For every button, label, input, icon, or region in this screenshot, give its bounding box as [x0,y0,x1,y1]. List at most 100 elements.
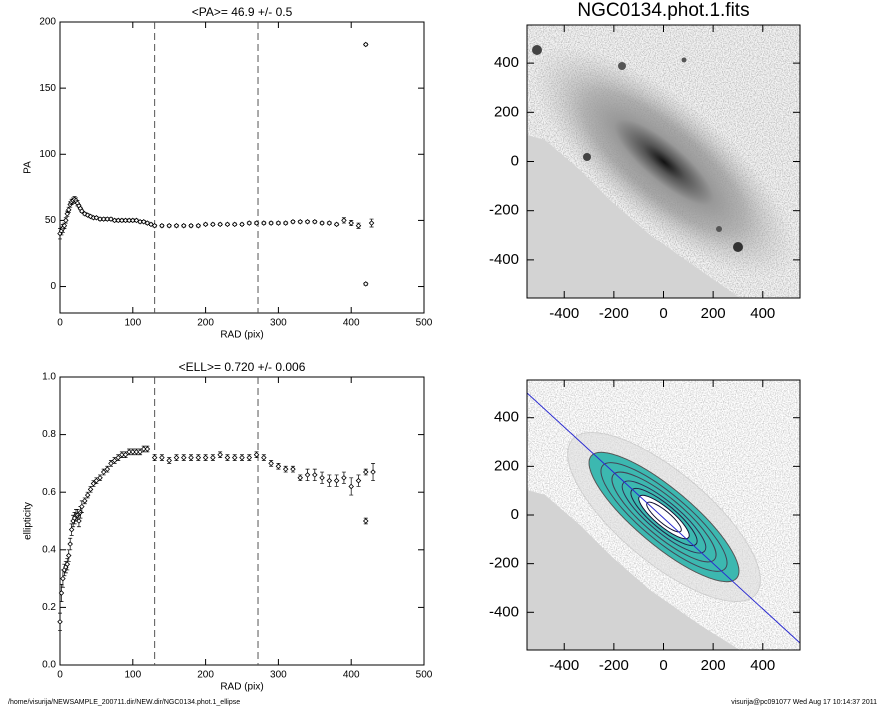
y-tick-label: 200 [494,457,519,474]
y-tick-label: 150 [39,83,56,94]
x-tick-label: -400 [549,305,579,322]
data-point [93,477,100,484]
x-tick-label: -400 [549,657,579,674]
x-tick-label: 400 [750,305,775,322]
contour-image [527,380,800,650]
y-tick-label: -200 [489,202,519,219]
data-point [312,218,318,225]
data-point [275,220,282,226]
data-point [173,454,180,461]
data-point [319,220,325,226]
data-point [81,498,88,504]
data-point [137,218,143,225]
data-point [79,503,85,510]
data-point [87,486,94,493]
x-tick-label: 0 [659,657,667,674]
data-point [126,449,132,455]
x-tick-label: -200 [599,305,629,322]
data-point [115,217,122,224]
x-axis-label: RAD (pix) [220,682,263,693]
y-tick-label: 200 [39,17,56,28]
data-point [108,460,114,467]
y-tick-label: 0 [50,281,56,292]
data-point [355,222,362,229]
chart-title: NGC0134.phot.1.fits [577,0,749,21]
data-point [100,216,107,222]
data-point [348,220,354,226]
y-tick-label: 1.0 [42,372,56,383]
data-point [297,218,304,225]
data-point [188,222,194,229]
data-point [140,446,147,452]
data-point [210,221,216,228]
data-point [319,475,325,481]
chart-title: <PA>= 46.9 +/- 0.5 [192,5,293,19]
data-point [67,541,73,547]
data-point [282,220,289,226]
data-point [126,217,132,224]
data-point [68,526,75,533]
data-point [290,218,296,225]
data-point [60,575,66,582]
x-tick-label: 400 [343,670,360,681]
y-tick-label: -400 [489,251,519,268]
x-tick-label: 200 [701,657,726,674]
data-point [312,472,318,478]
data-point [130,449,136,455]
data-point [122,217,129,224]
data-point [195,222,202,229]
data-point [202,221,209,228]
x-tick-label: 0 [57,318,63,329]
data-point [362,518,369,524]
data-point [65,552,72,559]
data-point [140,218,147,225]
data-point [93,214,100,221]
data-point [97,475,103,481]
data-point [119,451,125,458]
y-tick-label: 0.2 [42,602,56,613]
footer-path: /home/visurija/NEWSAMPLE_200711.dir/NEW.… [8,699,240,706]
data-point [253,451,260,458]
data-point [144,220,151,226]
data-point [115,454,122,461]
x-tick-label: 300 [270,318,287,329]
x-tick-label: 100 [124,318,141,329]
y-tick-label: 400 [494,54,519,71]
data-point [261,454,267,461]
data-point [224,221,231,228]
x-tick-label: 500 [416,318,433,329]
y-tick-label: 0.4 [42,544,56,555]
data-point [65,207,72,213]
data-point [304,472,311,478]
data-point [341,217,347,224]
y-tick-label: 0 [511,152,519,169]
data-point [111,457,118,464]
y-tick-label: 0.0 [42,660,56,671]
data-point [355,477,362,484]
x-tick-label: 200 [701,305,726,322]
x-tick-label: 300 [270,670,287,681]
data-point [239,221,245,228]
data-point [90,480,97,487]
data-point [268,220,274,226]
x-tick-label: 400 [750,657,775,674]
chart-title: <ELL>= 0.720 +/- 0.006 [179,360,306,374]
data-point [231,454,238,461]
data-point [100,469,107,475]
x-tick-label: 200 [197,318,214,329]
data-point [104,466,111,472]
data-point [159,222,165,229]
data-point [217,451,223,458]
data-point [97,216,103,222]
y-tick-label: 0 [511,506,519,523]
y-axis-label: PA [23,161,34,174]
x-axis-label: RAD (pix) [220,330,263,341]
data-point [76,518,82,524]
data-point [370,469,376,475]
y-tick-label: 0.8 [42,429,56,440]
data-point [104,216,111,222]
data-point [144,446,151,452]
data-point [253,220,260,226]
data-point [246,220,253,226]
data-point [239,454,245,461]
